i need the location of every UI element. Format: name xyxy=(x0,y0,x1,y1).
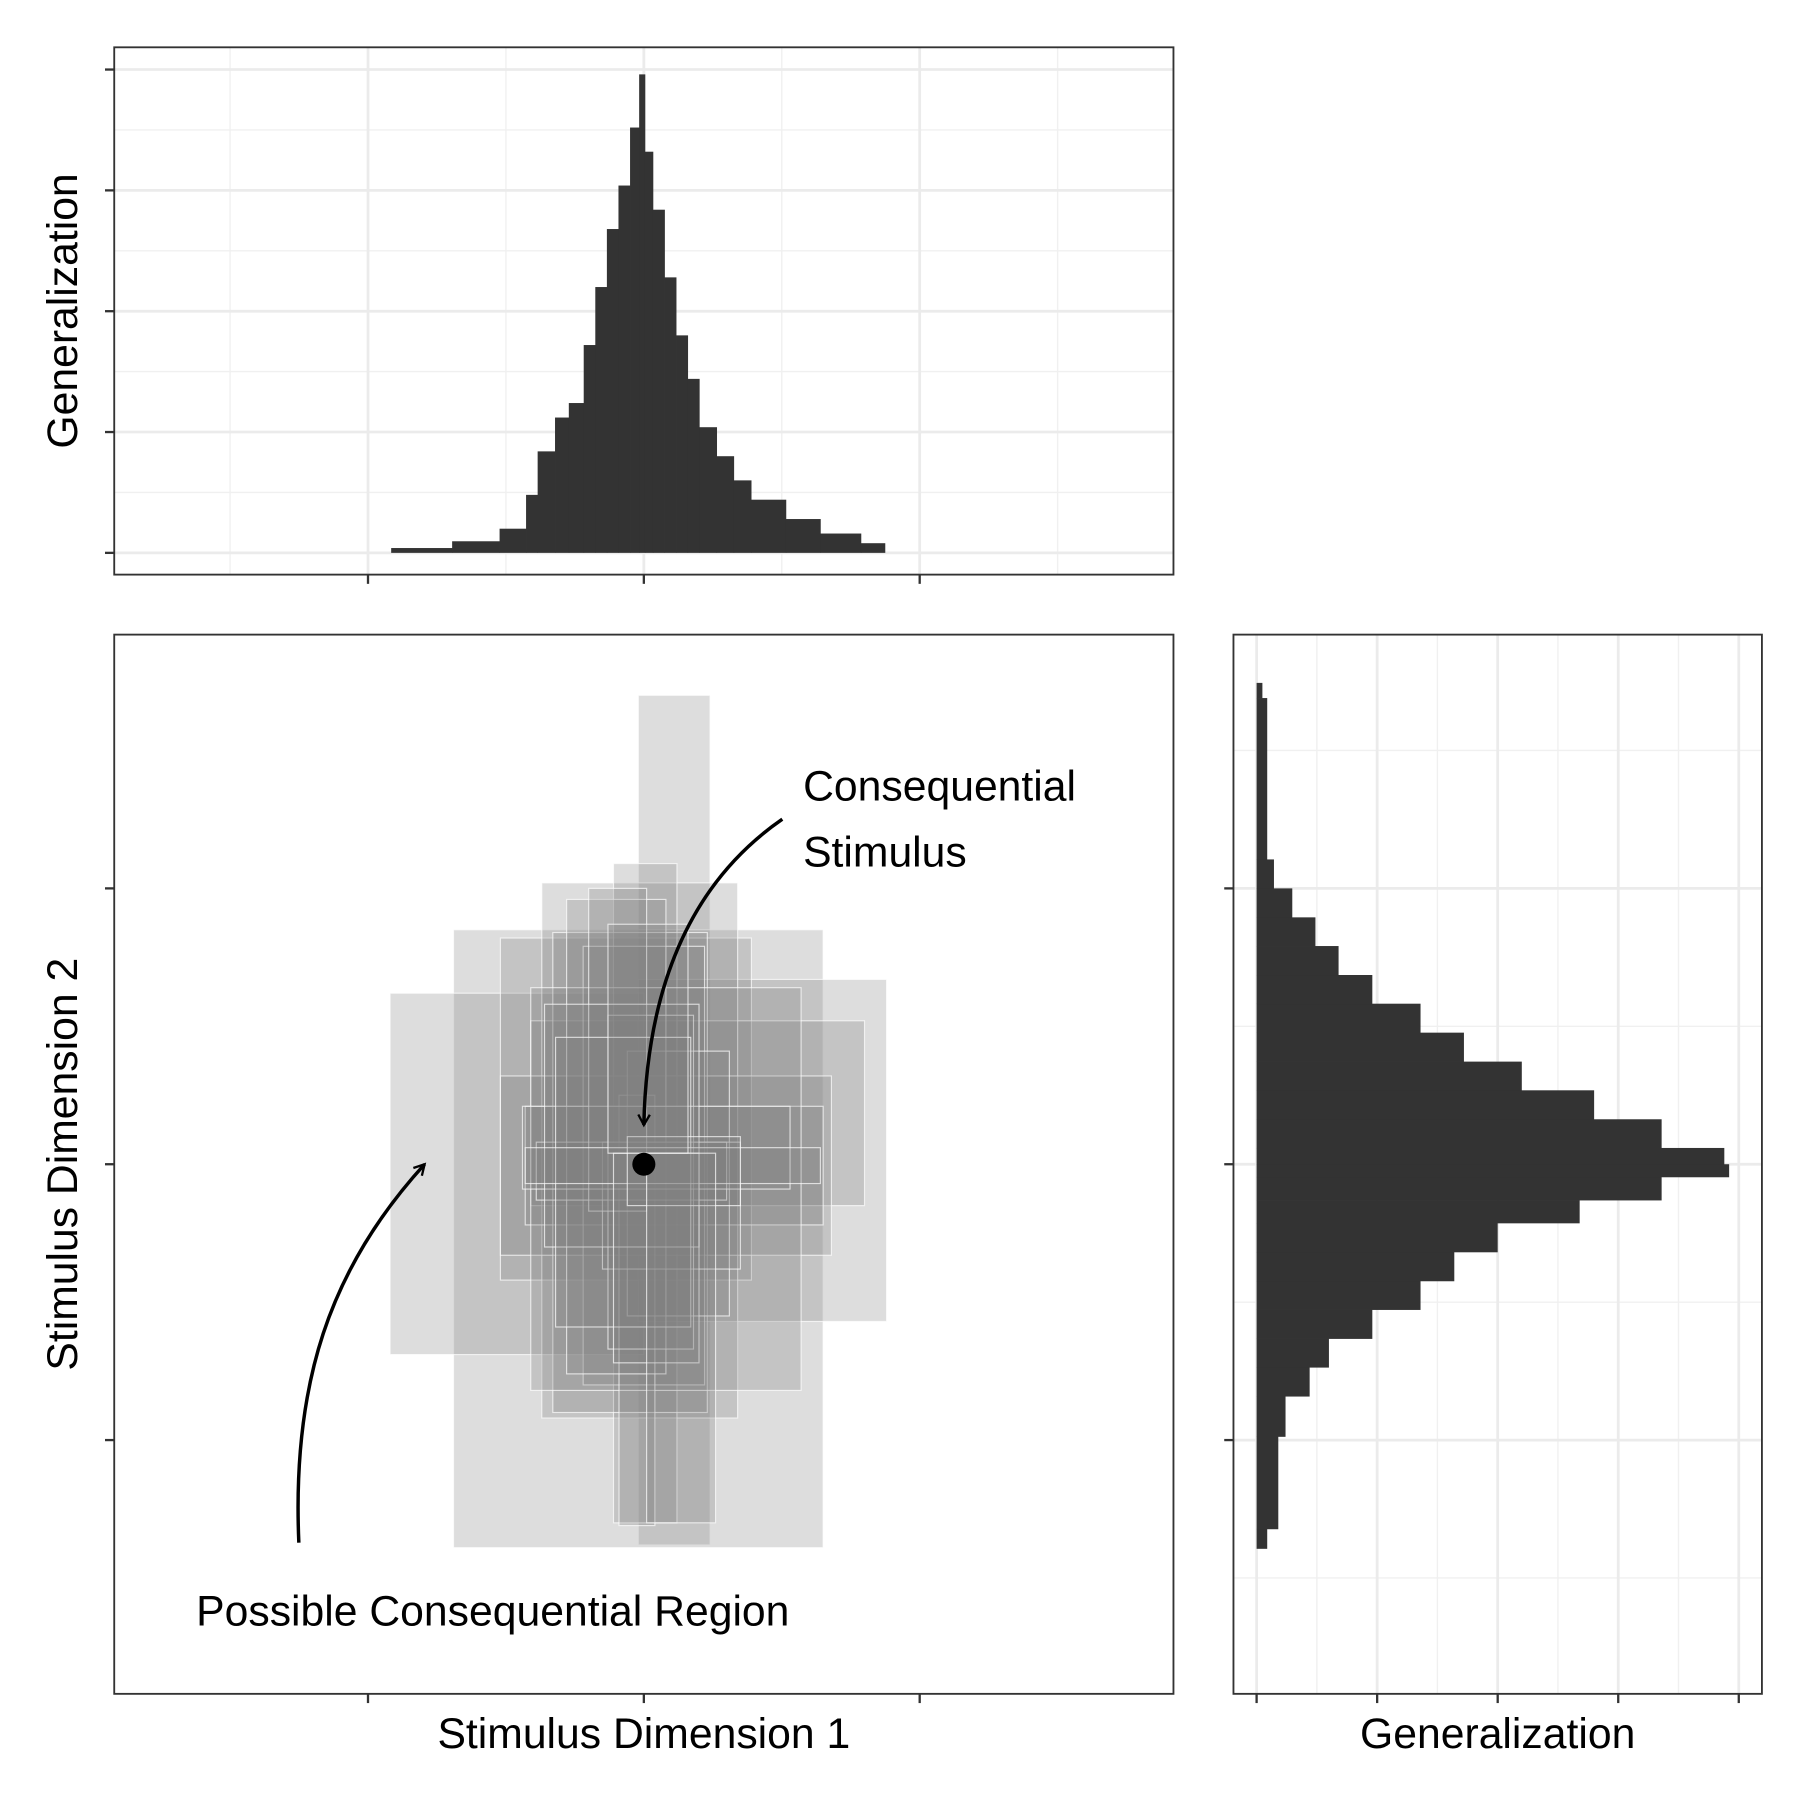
histogram-bar xyxy=(1256,1396,1286,1437)
annotation-arrow xyxy=(644,817,784,1125)
histogram-bar xyxy=(1256,1176,1662,1201)
y-axis-label: Stimulus Dimension 2 xyxy=(39,958,87,1371)
histogram-bar xyxy=(1256,1367,1310,1397)
hypothesis-region xyxy=(607,1014,695,1350)
annotation-text: Possible Consequential Region xyxy=(196,1588,789,1636)
histogram-bar xyxy=(1256,1222,1498,1253)
histogram-bar xyxy=(652,209,665,553)
consequential-stimulus xyxy=(632,1152,656,1176)
hypothesis-region xyxy=(389,992,645,1356)
histogram-bar xyxy=(499,528,527,553)
annotation-text: Consequential xyxy=(803,763,1076,811)
histogram-bar xyxy=(644,151,654,553)
x-axis-label: Generalization xyxy=(1360,1710,1635,1758)
annotation-text: Stimulus xyxy=(803,828,967,876)
histogram-bar xyxy=(1256,1280,1421,1310)
histogram-bar xyxy=(676,335,689,553)
histogram-bar xyxy=(630,127,640,553)
histogram-bar xyxy=(751,499,787,553)
histogram-bar xyxy=(687,378,700,553)
histogram-bar xyxy=(1256,946,1339,976)
x-axis-label: Stimulus Dimension 1 xyxy=(437,1710,850,1758)
annotation-arrow xyxy=(296,1164,425,1543)
hypothesis-region xyxy=(646,1152,717,1524)
histogram-bar xyxy=(1256,1200,1580,1224)
histogram-bar xyxy=(1256,859,1274,889)
histogram-bar xyxy=(555,417,570,553)
histogram-bar xyxy=(568,403,585,553)
hypothesis-region xyxy=(637,978,888,1323)
histogram-bar xyxy=(1256,888,1293,918)
histogram-bar xyxy=(1256,1251,1455,1282)
histogram-bar xyxy=(639,74,646,553)
histogram-bar xyxy=(785,519,821,553)
histogram-bar xyxy=(1256,698,1268,860)
histogram-bar xyxy=(1256,1528,1268,1549)
histogram-bar xyxy=(1256,1119,1662,1149)
panel-border xyxy=(1232,633,1763,1695)
histogram-bar xyxy=(1256,1164,1730,1178)
histogram-bar xyxy=(1256,682,1263,699)
histogram-bar xyxy=(606,229,619,553)
histogram-bar xyxy=(664,277,677,553)
histogram-bar xyxy=(391,548,453,553)
histogram-bar xyxy=(1256,1090,1595,1120)
histogram-bar xyxy=(1256,1338,1329,1368)
histogram-bar xyxy=(733,480,752,553)
histogram-bar xyxy=(716,456,735,553)
panel-border xyxy=(113,633,1175,1695)
histogram-bar xyxy=(1256,917,1316,947)
histogram-bar xyxy=(452,541,500,553)
histogram-bar xyxy=(595,287,608,553)
histogram-bar xyxy=(537,451,556,553)
histogram-bar xyxy=(699,427,718,553)
histogram-bar xyxy=(1256,1436,1279,1530)
hypothesis-region xyxy=(607,923,689,1154)
hypothesis-region xyxy=(552,931,708,1414)
histogram-bar xyxy=(820,533,862,553)
hypothesis-region xyxy=(535,1141,728,1201)
y-axis-label: Generalization xyxy=(39,173,87,448)
histogram-bar xyxy=(526,494,538,553)
hypothesis-region xyxy=(543,1003,700,1248)
histogram-bar xyxy=(1256,1061,1522,1091)
histogram-bar xyxy=(1256,1032,1464,1062)
histogram-bar xyxy=(1256,1147,1725,1165)
histogram-bar xyxy=(1256,1309,1373,1339)
histogram-bar xyxy=(860,543,886,553)
hypothesis-region xyxy=(555,1036,692,1328)
panel-border xyxy=(113,46,1175,576)
histogram-bar xyxy=(1256,975,1373,1005)
histogram-bar xyxy=(583,345,596,553)
histogram-bar xyxy=(618,185,631,553)
histogram-bar xyxy=(1256,1003,1421,1034)
